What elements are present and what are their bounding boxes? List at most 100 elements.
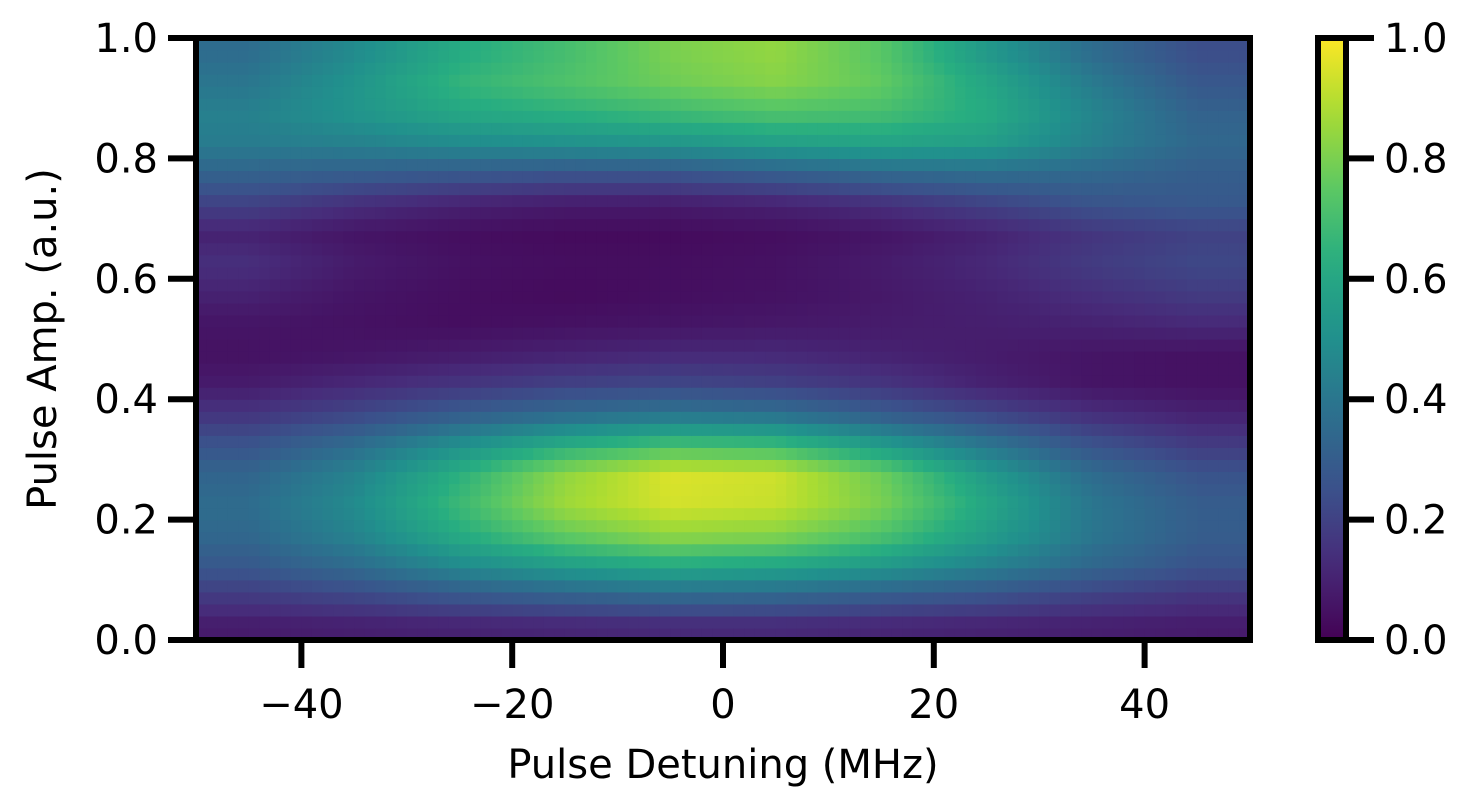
heatmap-cell [849,230,861,244]
heatmap-cell [1239,146,1251,159]
heatmap-cell [775,98,787,111]
heatmap-cell [543,411,555,424]
heatmap-cell [670,555,682,569]
heatmap-cell [670,411,682,424]
heatmap-cell [1218,158,1230,172]
heatmap-cell [786,387,798,400]
heatmap-cell [807,62,819,75]
heatmap-cell [849,387,861,400]
heatmap-cell [975,302,988,316]
heatmap-cell [659,555,671,569]
heatmap-cell [638,302,650,316]
heatmap-cell [396,218,408,232]
heatmap-cell [1218,411,1230,424]
heatmap-cell [554,182,566,196]
heatmap-cell [480,182,492,196]
heatmap-cell [1207,182,1219,196]
heatmap-cell [638,423,650,436]
heatmap-cell [944,326,956,340]
heatmap-cell [680,423,692,436]
heatmap-cell [1039,38,1051,51]
heatmap-cell [364,278,376,292]
heatmap-cell [459,615,471,629]
heatmap-cell [649,627,661,641]
heatmap-cell [448,387,461,400]
heatmap-cell [1070,423,1082,436]
heatmap-cell [1091,302,1104,316]
heatmap-cell [196,38,208,51]
heatmap-cell [817,363,829,376]
heatmap-cell [1049,399,1061,412]
heatmap-cell [628,447,640,460]
heatmap-cell [343,38,355,51]
heatmap-cell [396,567,408,581]
heatmap-cell [522,615,534,629]
heatmap-cell [564,86,577,99]
heatmap-cell [406,567,418,581]
heatmap-cell [480,447,492,460]
heatmap-cell [375,278,387,292]
heatmap-cell [375,483,387,497]
heatmap-cell [1197,230,1209,244]
heatmap-cell [1007,579,1019,593]
heatmap-cell [1049,435,1061,448]
heatmap-cell [807,471,819,485]
heatmap-cell [343,627,355,641]
heatmap-cell [902,98,914,111]
heatmap-cell [1186,459,1198,473]
heatmap-cell [881,399,893,412]
heatmap-cell [723,399,735,412]
heatmap-cell [1081,326,1093,340]
heatmap-cell [196,266,208,280]
heatmap-cell [944,86,956,99]
heatmap-cell [838,411,851,424]
heatmap-cell [269,86,281,99]
heatmap-cell [470,50,482,63]
heatmap-cell [533,314,545,328]
heatmap-cell [238,363,250,376]
heatmap-cell [269,314,281,328]
heatmap-cell [343,387,355,400]
heatmap-cell [1039,98,1051,111]
heatmap-cell [1134,158,1146,172]
heatmap-cell [701,483,714,497]
heatmap-cell [1218,218,1230,232]
heatmap-cell [554,278,566,292]
heatmap-cell [301,579,313,593]
heatmap-cell [986,242,998,256]
heatmap-cell [786,543,798,557]
heatmap-cell [786,206,798,220]
heatmap-cell [902,194,914,208]
heatmap-cell [1049,351,1061,364]
heatmap-cell [638,375,650,388]
heatmap-cell [723,531,735,545]
heatmap-cell [396,579,408,593]
heatmap-cell [1070,302,1082,316]
heatmap-cell [712,555,724,569]
heatmap-cell [1165,134,1177,147]
heatmap-cell [259,375,271,388]
heatmap-cell [1070,38,1082,51]
heatmap-cell [649,134,661,147]
heatmap-cell [1165,339,1177,352]
heatmap-cell [965,254,977,268]
heatmap-cell [575,399,587,412]
heatmap-cell [522,86,534,99]
heatmap-cell [1134,531,1146,545]
heatmap-cell [744,50,756,63]
heatmap-cell [543,399,555,412]
heatmap-cell [1165,302,1177,316]
heatmap-cell [417,266,429,280]
heatmap-cell [322,278,334,292]
heatmap-cell [259,615,271,629]
heatmap-cell [470,495,482,509]
heatmap-cell [628,399,640,412]
heatmap-cell [1144,603,1156,617]
heatmap-cell [554,134,566,147]
heatmap-cell [564,543,577,557]
heatmap-cell [680,447,692,460]
heatmap-cell [1197,615,1209,629]
heatmap-cell [691,170,703,184]
heatmap-cell [269,170,281,184]
heatmap-cell [881,543,893,557]
